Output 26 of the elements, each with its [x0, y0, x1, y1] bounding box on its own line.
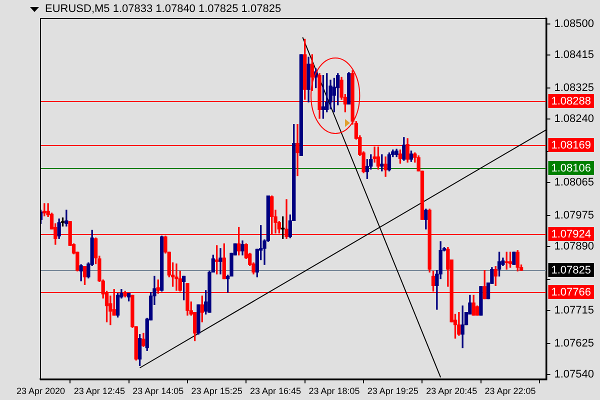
y-tick-label: 1.08500: [554, 18, 594, 30]
ref-line-label: 1.07924: [551, 228, 592, 241]
x-tick-label: 23 Apr 22:05: [484, 386, 536, 396]
ref-line-label: 1.08288: [551, 96, 592, 108]
x-tick-label: 23 Apr 2020: [16, 386, 66, 396]
x-tick-label: 23 Apr 16:45: [250, 386, 302, 396]
y-tick-label: 1.08240: [554, 112, 594, 125]
y-tick-label: 1.07715: [554, 304, 594, 317]
y-tick-label: 1.07540: [554, 368, 594, 380]
y-tick-label: 1.08065: [554, 176, 594, 189]
y-tick-label: 1.07625: [554, 337, 594, 350]
chart-title: EURUSD,M5 1.07833 1.07840 1.07825 1.07825: [45, 3, 282, 15]
y-tick-label: 1.08325: [554, 82, 594, 94]
y-tick-label: 1.07975: [554, 210, 594, 222]
y-tick-label: 1.07890: [554, 240, 594, 253]
y-tick-label: 1.08415: [554, 48, 594, 61]
x-tick-label: 23 Apr 19:25: [367, 386, 418, 396]
x-tick-label: 23 Apr 18:05: [308, 386, 360, 396]
x-tick-label: 23 Apr 12:45: [74, 386, 125, 396]
x-tick-label: 23 Apr 14:05: [132, 386, 184, 396]
x-tick-label: 23 Apr 20:45: [426, 386, 478, 396]
ref-line-label: 1.07766: [551, 286, 592, 299]
ref-line-label: 1.07825: [551, 264, 592, 277]
ref-line-label: 1.08106: [551, 162, 592, 175]
ref-line-label: 1.08169: [551, 140, 592, 152]
x-tick-label: 23 Apr 15:25: [191, 386, 242, 396]
